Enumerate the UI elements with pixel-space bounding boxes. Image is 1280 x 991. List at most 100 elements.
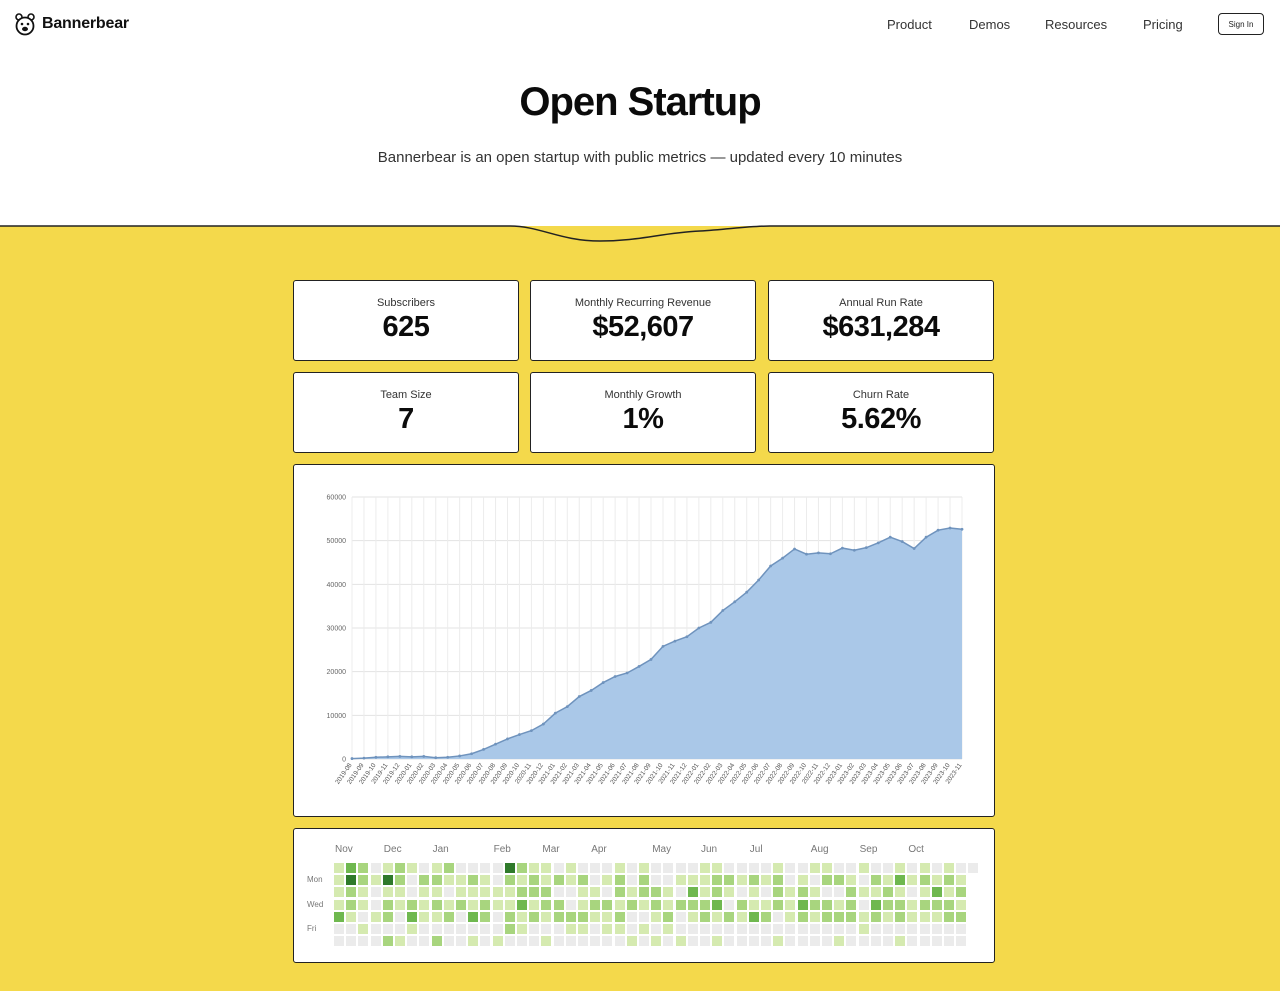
heatmap-cell[interactable]: [675, 863, 686, 873]
heatmap-cell[interactable]: [663, 887, 674, 898]
heatmap-cell[interactable]: [456, 899, 466, 910]
heatmap-cell[interactable]: [395, 863, 405, 873]
heatmap-cell[interactable]: [700, 911, 710, 922]
heatmap-cell[interactable]: [809, 936, 820, 947]
heatmap-cell[interactable]: [443, 899, 454, 910]
heatmap-cell[interactable]: [663, 863, 674, 873]
heatmap-cell[interactable]: [748, 899, 759, 910]
heatmap-cell[interactable]: [443, 887, 454, 898]
heatmap-cell[interactable]: [883, 899, 893, 910]
heatmap-cell[interactable]: [334, 887, 344, 898]
nav-product-link[interactable]: Product: [887, 17, 932, 32]
heatmap-cell[interactable]: [870, 911, 881, 922]
heatmap-cell[interactable]: [761, 863, 771, 873]
heatmap-cell[interactable]: [822, 924, 832, 934]
heatmap-cell[interactable]: [834, 899, 845, 910]
heatmap-cell[interactable]: [419, 887, 430, 898]
heatmap-cell[interactable]: [358, 899, 369, 910]
heatmap-cell[interactable]: [346, 875, 357, 886]
heatmap-cell[interactable]: [395, 887, 405, 898]
heatmap-cell[interactable]: [809, 875, 820, 886]
heatmap-cell[interactable]: [651, 887, 662, 898]
heatmap-cell[interactable]: [443, 911, 454, 922]
heatmap-cell[interactable]: [504, 875, 515, 886]
heatmap-cell[interactable]: [553, 875, 564, 886]
heatmap-cell[interactable]: [590, 863, 601, 873]
heatmap-cell[interactable]: [956, 875, 967, 886]
heatmap-cell[interactable]: [907, 899, 918, 910]
heatmap-cell[interactable]: [651, 924, 662, 934]
heatmap-cell[interactable]: [504, 899, 515, 910]
heatmap-cell[interactable]: [480, 863, 491, 873]
heatmap-cell[interactable]: [834, 887, 845, 898]
heatmap-cell[interactable]: [907, 875, 918, 886]
heatmap-cell[interactable]: [346, 924, 357, 934]
heatmap-cell[interactable]: [748, 863, 759, 873]
heatmap-cell[interactable]: [724, 863, 735, 873]
heatmap-cell[interactable]: [907, 863, 918, 873]
heatmap-cell[interactable]: [834, 936, 845, 947]
heatmap-cell[interactable]: [639, 887, 649, 898]
heatmap-cell[interactable]: [553, 899, 564, 910]
heatmap-cell[interactable]: [834, 863, 845, 873]
heatmap-cell[interactable]: [431, 875, 442, 886]
heatmap-cell[interactable]: [956, 924, 967, 934]
heatmap-cell[interactable]: [529, 924, 540, 934]
heatmap-cell[interactable]: [456, 911, 466, 922]
heatmap-cell[interactable]: [565, 875, 576, 886]
heatmap-cell[interactable]: [870, 936, 881, 947]
heatmap-cell[interactable]: [944, 924, 954, 934]
heatmap-cell[interactable]: [468, 863, 479, 873]
heatmap-cell[interactable]: [773, 936, 784, 947]
heatmap-cell[interactable]: [468, 936, 479, 947]
heatmap-cell[interactable]: [626, 924, 637, 934]
heatmap-cell[interactable]: [541, 936, 552, 947]
heatmap-cell[interactable]: [785, 936, 796, 947]
heatmap-cell[interactable]: [614, 924, 625, 934]
heatmap-cell[interactable]: [492, 911, 503, 922]
heatmap-cell[interactable]: [834, 911, 845, 922]
heatmap-cell[interactable]: [809, 887, 820, 898]
heatmap-cell[interactable]: [883, 875, 893, 886]
heatmap-cell[interactable]: [578, 875, 588, 886]
heatmap-cell[interactable]: [687, 924, 698, 934]
heatmap-cell[interactable]: [370, 887, 381, 898]
heatmap-cell[interactable]: [419, 924, 430, 934]
heatmap-cell[interactable]: [712, 863, 723, 873]
heatmap-cell[interactable]: [578, 936, 588, 947]
heatmap-cell[interactable]: [529, 875, 540, 886]
heatmap-cell[interactable]: [822, 911, 832, 922]
heatmap-cell[interactable]: [956, 887, 967, 898]
heatmap-cell[interactable]: [614, 911, 625, 922]
heatmap-cell[interactable]: [651, 911, 662, 922]
heatmap-cell[interactable]: [809, 899, 820, 910]
heatmap-cell[interactable]: [736, 887, 747, 898]
heatmap-cell[interactable]: [919, 875, 930, 886]
heatmap-cell[interactable]: [565, 936, 576, 947]
heatmap-cell[interactable]: [602, 875, 613, 886]
heatmap-cell[interactable]: [809, 924, 820, 934]
heatmap-cell[interactable]: [809, 911, 820, 922]
heatmap-cell[interactable]: [346, 863, 357, 873]
heatmap-cell[interactable]: [736, 936, 747, 947]
heatmap-cell[interactable]: [846, 863, 857, 873]
heatmap-cell[interactable]: [504, 936, 515, 947]
heatmap-cell[interactable]: [504, 887, 515, 898]
heatmap-cell[interactable]: [602, 863, 613, 873]
heatmap-cell[interactable]: [382, 936, 393, 947]
heatmap-cell[interactable]: [626, 863, 637, 873]
heatmap-cell[interactable]: [395, 924, 405, 934]
heatmap-cell[interactable]: [456, 924, 466, 934]
heatmap-cell[interactable]: [541, 924, 552, 934]
heatmap-cell[interactable]: [529, 887, 540, 898]
heatmap-cell[interactable]: [578, 924, 588, 934]
heatmap-cell[interactable]: [517, 911, 527, 922]
heatmap-cell[interactable]: [614, 899, 625, 910]
heatmap-cell[interactable]: [590, 924, 601, 934]
heatmap-cell[interactable]: [492, 887, 503, 898]
heatmap-cell[interactable]: [626, 899, 637, 910]
heatmap-cell[interactable]: [761, 875, 771, 886]
heatmap-cell[interactable]: [553, 936, 564, 947]
heatmap-cell[interactable]: [651, 899, 662, 910]
heatmap-cell[interactable]: [334, 924, 344, 934]
